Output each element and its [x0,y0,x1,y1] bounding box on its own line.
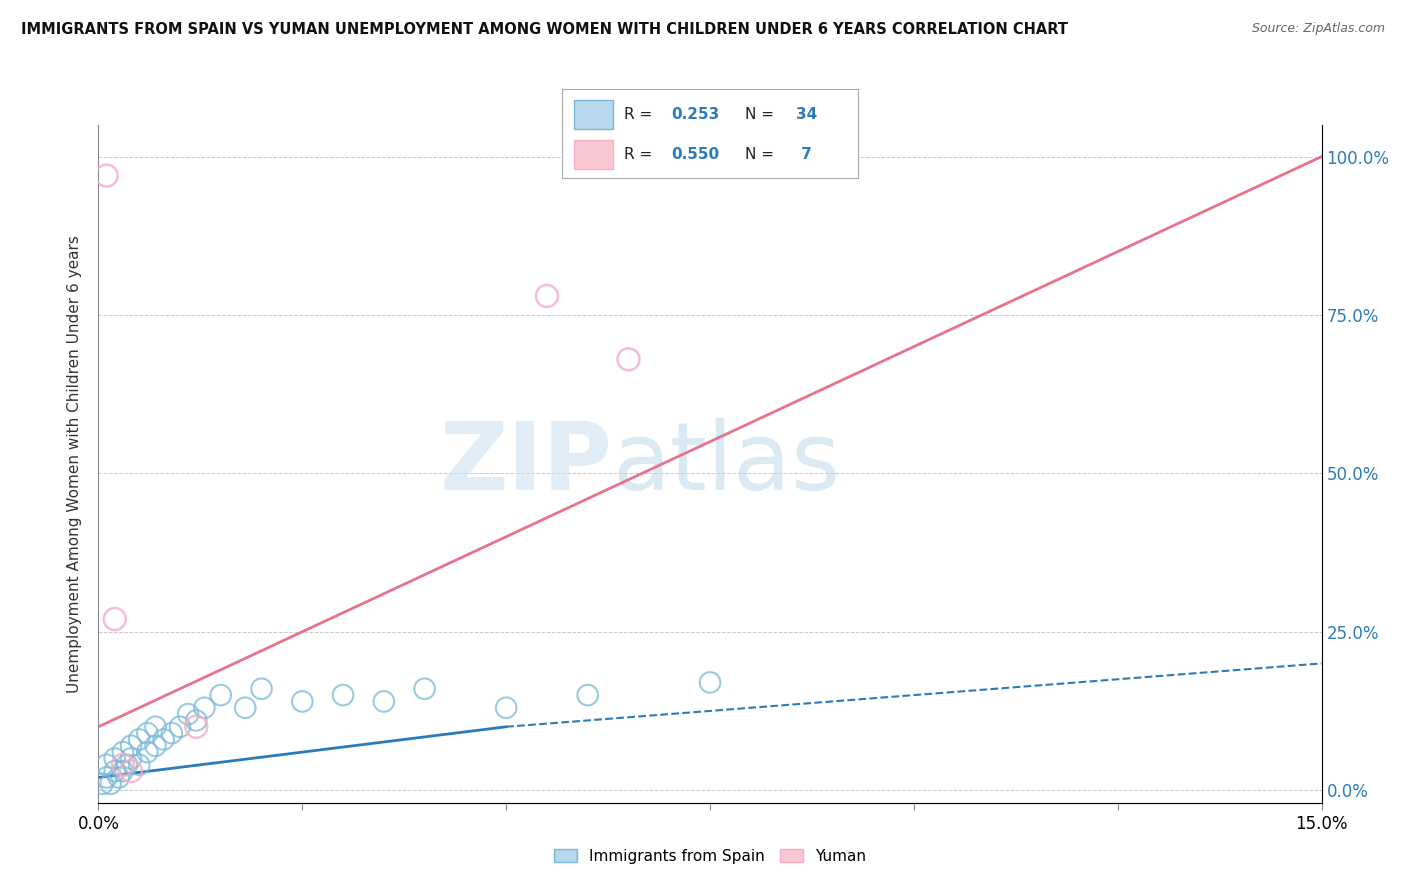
Point [536,289,558,303]
Point [115,757,138,772]
Text: 7: 7 [796,147,811,162]
Point [373,694,395,708]
Text: R =: R = [624,107,658,122]
Point [576,688,599,702]
Text: 0.253: 0.253 [672,107,720,122]
Point [617,352,640,367]
Point [186,714,208,728]
Point [291,694,314,708]
Point [96,757,118,772]
Point [186,720,208,734]
Point [100,777,122,791]
FancyBboxPatch shape [574,140,613,169]
Point [91,777,114,791]
FancyBboxPatch shape [574,100,613,129]
Point [104,612,127,626]
Text: ZIP: ZIP [439,417,612,510]
Point [145,739,167,753]
Point [169,720,191,734]
Y-axis label: Unemployment Among Women with Children Under 6 years: Unemployment Among Women with Children U… [67,235,83,693]
Point [120,764,142,778]
Text: Source: ZipAtlas.com: Source: ZipAtlas.com [1251,22,1385,36]
Point [128,757,150,772]
Point [152,732,174,747]
Point [111,757,134,772]
Text: 0.550: 0.550 [672,147,720,162]
Text: 34: 34 [796,107,817,122]
Point [128,732,150,747]
Point [120,739,142,753]
Point [160,726,183,740]
Point [233,700,256,714]
Text: N =: N = [745,147,779,162]
Point [108,771,131,785]
Point [96,169,118,183]
Point [96,771,118,785]
Text: N =: N = [745,107,779,122]
Point [111,745,134,759]
Point [136,726,159,740]
Point [332,688,354,702]
Text: R =: R = [624,147,658,162]
Text: IMMIGRANTS FROM SPAIN VS YUMAN UNEMPLOYMENT AMONG WOMEN WITH CHILDREN UNDER 6 YE: IMMIGRANTS FROM SPAIN VS YUMAN UNEMPLOYM… [21,22,1069,37]
Text: atlas: atlas [612,417,841,510]
Point [177,707,200,722]
Point [209,688,232,702]
Point [495,700,517,714]
Point [145,720,167,734]
Point [413,681,436,696]
Point [250,681,273,696]
Point [120,751,142,765]
Point [136,745,159,759]
Point [104,751,127,765]
Point [104,764,127,778]
Point [111,764,134,778]
Point [699,675,721,690]
Legend: Immigrants from Spain, Yuman: Immigrants from Spain, Yuman [548,842,872,870]
Point [193,700,215,714]
